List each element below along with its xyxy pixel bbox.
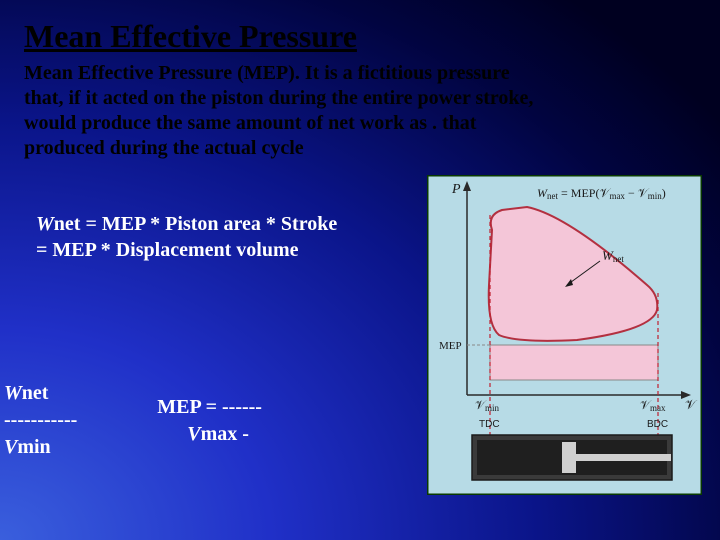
piston-rod [576, 454, 671, 461]
label-mep: MEP [439, 340, 462, 352]
mep-rect [490, 345, 658, 380]
label-p: P [451, 182, 461, 197]
formula-mep-fraction: Wnet ----------- Vmin MEP = ------ Vmax … [4, 380, 262, 461]
slide-title: Mean Effective Pressure [24, 18, 696, 55]
pv-diagram: P Wnet = MEP(𝒱max − 𝒱min) Wnet MEP 𝒱min … [427, 175, 702, 495]
label-bdc: BDC [647, 419, 668, 430]
label-tdc: TDC [479, 419, 500, 430]
slide-body: Mean Effective Pressure (MEP). It is a f… [24, 61, 544, 161]
piston-head [562, 442, 576, 473]
